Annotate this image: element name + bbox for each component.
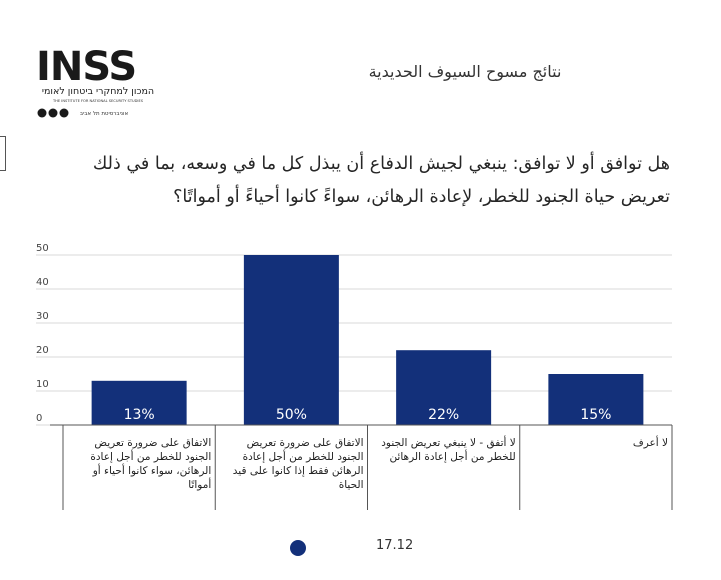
y-tick-label: 0 bbox=[36, 413, 42, 424]
bar bbox=[243, 255, 339, 425]
bar bbox=[396, 350, 492, 425]
value-labels: 13% 50% 22% 15% bbox=[124, 407, 612, 423]
y-tick-label: 40 bbox=[36, 277, 49, 288]
y-tick-label: 50 bbox=[36, 243, 49, 254]
y-tick-label: 30 bbox=[36, 311, 49, 322]
bar-chart: 0 10 20 30 40 50 13% 50% 22% 15% bbox=[36, 243, 673, 510]
footer-date: 17.12 bbox=[376, 538, 414, 553]
bars bbox=[91, 255, 644, 425]
y-tick-label: 10 bbox=[36, 379, 49, 390]
logo-university: אוניברסיטת תל אביב bbox=[80, 110, 129, 117]
logo-hebrew-name: המכון למחקרי ביטחון לאומי bbox=[42, 86, 154, 97]
value-label: 13% bbox=[124, 407, 155, 423]
edge-frame bbox=[0, 136, 6, 171]
category-label: لا أعرف bbox=[632, 437, 668, 449]
category-table-lines bbox=[50, 424, 673, 510]
category-label: الاتفاق على ضرورة تعريض الجنود للخطر من … bbox=[232, 437, 364, 491]
survey-subtitle: نتائج مسوح السيوف الحديدية bbox=[368, 62, 562, 81]
y-axis-ticks: 0 10 20 30 40 50 bbox=[36, 243, 49, 424]
category-label: لا أتفق - لا ينبغي تعريض الجنود للخطر من… bbox=[381, 437, 516, 463]
logo-circle-icon bbox=[37, 108, 47, 118]
survey-question: هل توافق أو لا توافق: ينبغي لجيش الدفاع … bbox=[92, 154, 670, 207]
bar bbox=[548, 374, 644, 425]
logo-wordmark: INSS bbox=[36, 44, 136, 90]
bar bbox=[91, 380, 187, 425]
value-label: 15% bbox=[580, 407, 611, 423]
value-label: 22% bbox=[428, 407, 459, 423]
category-label: الاتفاق على ضرورة تعريض الجنود للخطر من … bbox=[90, 437, 212, 491]
logo-circle-icon bbox=[59, 108, 69, 118]
logo-english-name: THE INSTITUTE FOR NATIONAL SECURITY STUD… bbox=[52, 99, 144, 103]
inss-logo: INSS המכון למחקרי ביטחון לאומי THE INSTI… bbox=[36, 44, 154, 118]
y-tick-label: 20 bbox=[36, 345, 49, 356]
logo-circle-icon bbox=[48, 108, 58, 118]
footer-dot-icon bbox=[290, 540, 306, 556]
value-label: 50% bbox=[276, 407, 307, 423]
